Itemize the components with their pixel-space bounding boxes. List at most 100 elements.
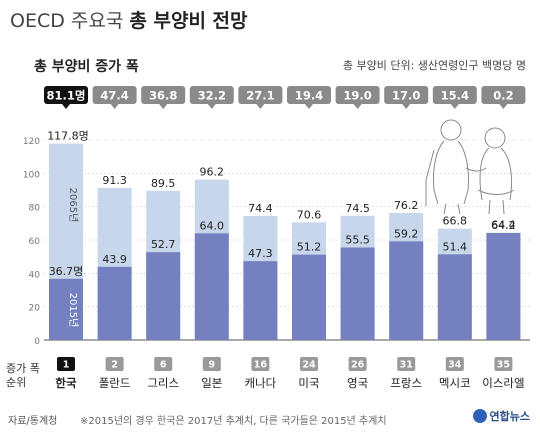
y-tick-label: 60 [29,237,41,247]
source-text: 자료/통계청 [8,416,58,427]
rank-value: 9 [208,360,215,371]
label-2065: 74.4 [248,202,273,215]
increase-value: 17.0 [392,89,420,103]
badge-pointer [62,104,70,109]
country-name: 폴란드 [99,376,131,390]
label-2015: 64.0 [200,219,225,232]
rank-badge [202,357,221,371]
label-2015: 51.4 [443,240,468,253]
increase-badge [287,86,331,104]
country-name: 캐나다 [245,376,277,390]
series-label-2065: 2065년 [67,188,79,223]
rank-badge [105,357,124,371]
bar-2015 [194,233,229,340]
series-label-2015: 2015년 [67,293,79,328]
bar-2015 [97,266,132,340]
badge-pointer [110,104,119,109]
country-name: 멕시코 [439,376,471,390]
country-name: 미국 [298,376,319,390]
label-2065: 76.2 [394,199,419,212]
label-2065: 74.5 [345,202,370,215]
label-2065: 64.4 [491,219,516,232]
label-2065: 89.5 [151,177,176,190]
news-logo: 연합뉴스 [472,408,530,424]
badge-pointer [353,104,362,109]
country-name: 프랑스 [390,376,422,390]
increase-badge [432,86,477,104]
rank-badge [445,357,464,371]
label-2015: 43.9 [102,253,127,266]
badge-pointer [207,104,216,109]
increase-badge [238,86,283,104]
label-2015: 51.2 [297,241,322,254]
badge-pointer [450,104,459,109]
rank-badge [397,357,416,371]
label-2065: 117.8명 [47,130,89,143]
badge-pointer [256,104,265,109]
rank-value: 34 [448,360,462,371]
rank-value: 35 [497,360,510,371]
increase-badge [481,86,526,104]
rank-badge [154,357,173,371]
label-2015: 47.3 [248,247,273,260]
country-name: 그리스 [147,376,179,390]
increase-value: 0.2 [493,89,513,103]
rank-badge [251,357,270,371]
unit-note: 총 부양비 단위: 생산연령인구 백명당 명 [342,59,526,72]
bar-2015 [437,254,472,340]
bar-2015 [340,247,375,340]
increase-badge [335,86,380,104]
page-title: OECD 주요국 총 부양비 전망 [10,6,248,33]
label-2065: 70.6 [297,208,322,221]
increase-value: 27.1 [246,89,274,103]
footnote: ※2015년의 경우 한국은 2017년 추계치, 다른 국가들은 2015년 … [80,416,387,427]
increase-badge [92,86,137,104]
increase-value: 32.2 [198,89,226,103]
badge-pointer [305,104,313,109]
y-tick-label: 120 [23,137,40,147]
label-2065: 91.3 [102,174,127,187]
country-name: 영국 [347,376,368,390]
increase-badge [384,86,429,104]
country-name: 이스라엘 [482,376,524,390]
rank-label: 증가 폭 순위 [6,362,40,390]
country-name: 일본 [201,376,222,390]
y-tick-label: 40 [29,270,41,280]
rank-value: 26 [351,360,365,371]
badge-pointer [402,104,411,109]
rank-value: 24 [302,360,316,371]
bar-2015 [243,261,278,340]
increase-value: 19.0 [343,89,371,103]
bar-2015 [389,241,424,340]
chart-subtitle: 총 부양비 증가 폭 [34,59,139,75]
bar-2015 [146,252,181,340]
title-main: 총 부양비 전망 [129,10,248,32]
rank-badge [494,357,513,371]
title-prefix: OECD 주요국 [10,10,124,32]
label-2015: 52.7 [151,238,176,251]
logo-text: 연합뉴스 [489,410,530,423]
increase-badge [44,86,88,104]
rank-value: 16 [254,360,268,371]
elderly-couple-illustration [425,119,515,215]
rank-badge [57,357,75,371]
bar-2015 [486,233,521,340]
badge-pointer [499,104,508,109]
label-2015: 59.2 [394,227,419,240]
rank-label-line-1: 증가 폭 [6,362,40,375]
increase-value: 47.4 [100,89,128,103]
country-name: 한국 [55,376,77,390]
rank-value: 2 [111,360,118,371]
rank-value: 31 [400,360,413,371]
y-tick-label: 80 [29,204,41,214]
logo-icon [472,409,487,423]
increase-value: 15.4 [441,89,469,103]
bar-2015 [49,278,83,340]
rank-value: 1 [63,360,70,371]
rank-badge [348,357,367,371]
increase-badge [141,86,186,104]
y-tick-label: 0 [34,337,40,347]
y-tick-label: 100 [23,170,40,180]
